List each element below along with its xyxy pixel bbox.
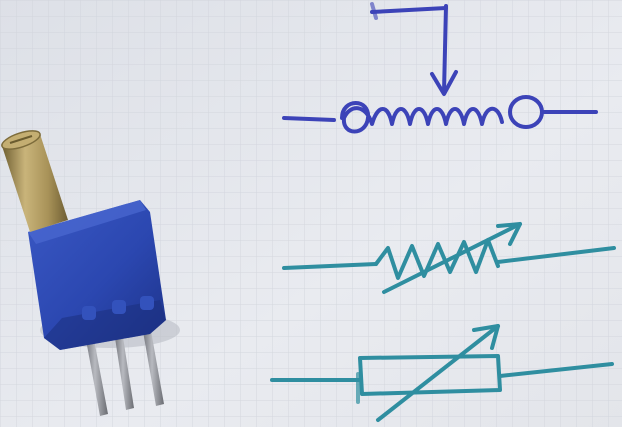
lead-right (496, 246, 616, 264)
pin-middle (112, 318, 134, 410)
wiper-top-line (370, 6, 448, 14)
wiper-arrow-head (430, 70, 458, 96)
variable-arrow-head (496, 222, 522, 246)
zigzag-resistor (374, 238, 500, 280)
variable-resistor-zigzag-drawing (282, 222, 616, 294)
lead-right (498, 362, 614, 378)
trimmer-potentiometer (1, 130, 180, 416)
wiper-arrow-shaft (442, 4, 448, 94)
resistor-box (358, 354, 502, 396)
variable-arrow-shaft (376, 324, 500, 422)
variable-arrow-head (472, 324, 500, 350)
pin-right (140, 314, 164, 406)
trimpot-brass-screw (1, 130, 68, 232)
variable-resistor-box-drawing (270, 324, 614, 422)
variable-arrow-shaft (382, 222, 522, 294)
potentiometer-symbol-drawing (282, 2, 598, 134)
lead-left (282, 262, 378, 270)
lead-left (282, 116, 336, 122)
resistor-loops (340, 101, 504, 134)
